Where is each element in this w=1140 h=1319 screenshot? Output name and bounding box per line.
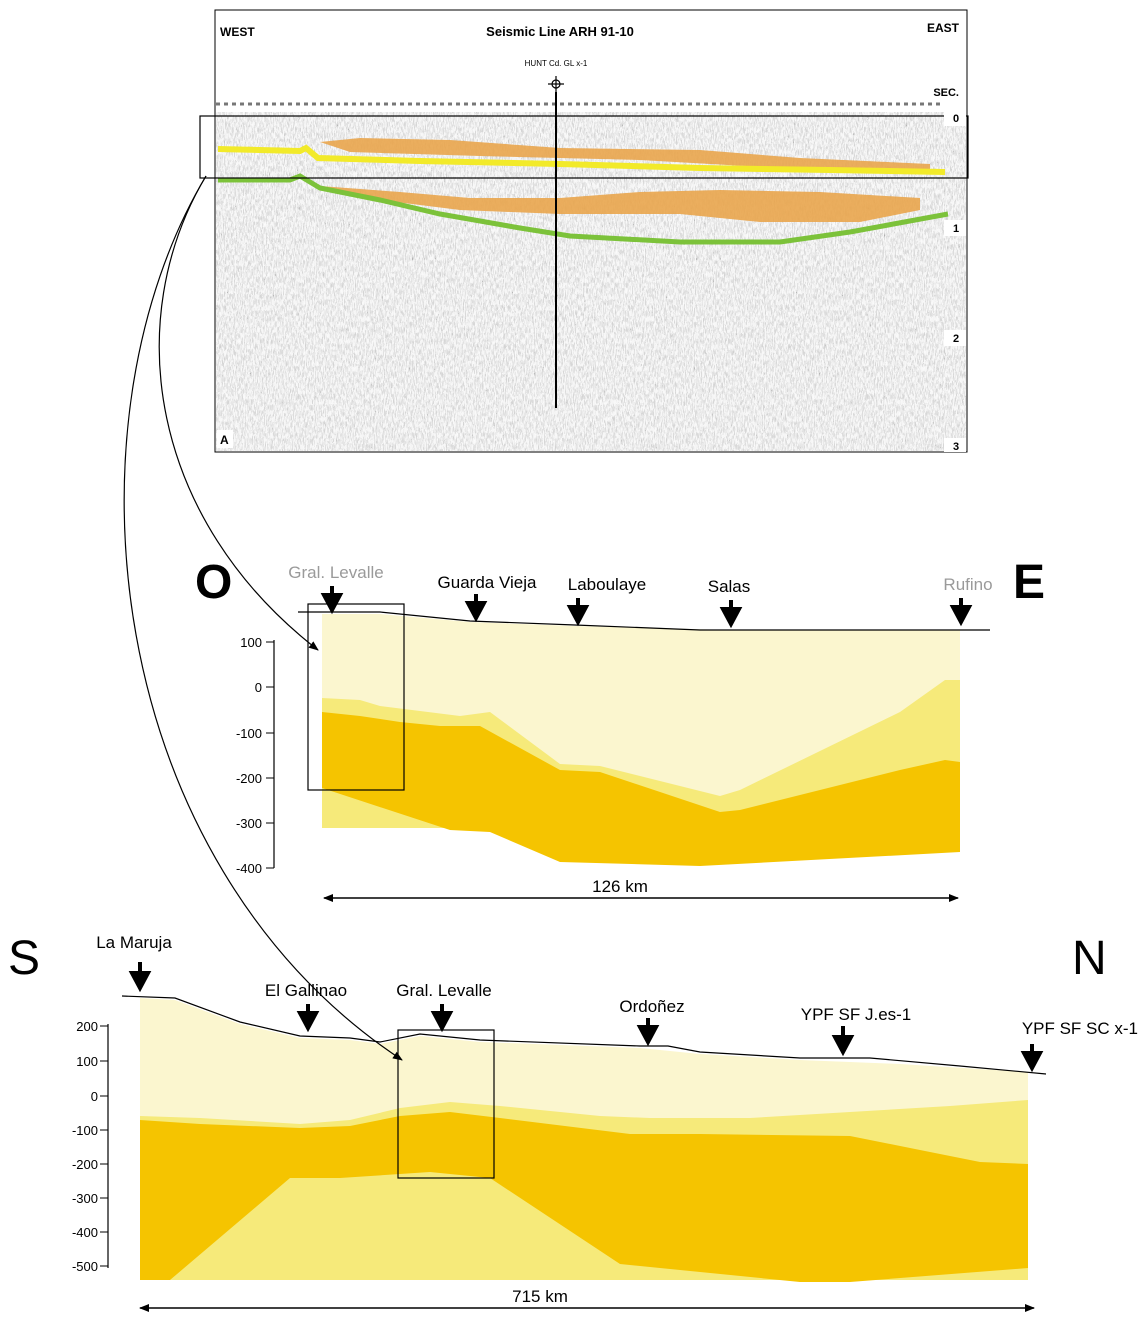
oe-place-guarda-vieja: Guarda Vieja (438, 573, 537, 592)
sn-place-la-maruja: La Maruja (96, 933, 172, 952)
oe-distance-label: 126 km (592, 877, 648, 896)
connector-seismic-to-oe (158, 175, 319, 651)
oe-place-markers: Gral. Levalle Guarda Vieja Laboulaye Sal… (288, 563, 993, 629)
orange-fill-bodies (320, 138, 930, 222)
oe-arrow-guarda-vieja-icon (464, 594, 488, 623)
seismic-zoom-box (199, 115, 969, 179)
sn-topography (121, 995, 1047, 1075)
time-tick-0-bg (944, 110, 966, 126)
oe-topography (298, 611, 990, 631)
oe-arrow-laboulaye-icon (566, 598, 590, 627)
time-tick-3-bg (944, 438, 966, 452)
sn-tick-m500: -500 (72, 1259, 98, 1274)
west-label: WEST (220, 25, 255, 39)
oe-place-rufino: Rufino (943, 575, 992, 594)
sn-tick-100: 100 (76, 1054, 98, 1069)
sn-right-letter: N (1072, 932, 1107, 985)
sn-tick-0: 0 (91, 1089, 98, 1104)
oe-tick-100: 100 (240, 635, 262, 650)
sn-place-gral-levalle: Gral. Levalle (396, 981, 491, 1000)
oe-arrow-salas-icon (719, 600, 743, 629)
oe-left-letter: O (195, 556, 232, 609)
well-label: HUNT Cd. GL x-1 (525, 59, 588, 68)
time-axis: 0 1 2 3 (944, 110, 966, 453)
oe-arrow-rufino-icon (949, 598, 973, 627)
panel-letter: A (220, 433, 229, 447)
well-symbol-icon (548, 76, 564, 92)
sn-arrow-ordonez-icon (636, 1018, 660, 1047)
sn-left-letter: S (8, 932, 40, 985)
oe-arrow-gral-levalle-icon (320, 586, 344, 615)
east-label: EAST (927, 21, 960, 35)
seismic-title: Seismic Line ARH 91-10 (486, 24, 634, 39)
oe-layer-bottom (322, 712, 960, 866)
time-tick-1-bg (944, 220, 966, 236)
panel-letter-box (217, 430, 233, 448)
sn-arrow-ypf-sf-sc-x-1-icon (1020, 1044, 1044, 1073)
oe-y-ticks: 100 0 -100 -200 -300 -400 (236, 635, 274, 876)
connector-seismic-to-sn (123, 175, 403, 1061)
sn-tick-m400: -400 (72, 1225, 98, 1240)
sn-place-el-gallinao: El Gallinao (265, 981, 347, 1000)
green-horizon (218, 173, 949, 245)
sn-y-ticks: 200 100 0 -100 -200 -300 -400 -500 (72, 1019, 108, 1274)
oe-zoom-box (307, 603, 405, 791)
section-sn: 200 100 0 -100 -200 -300 -400 -500 S N L… (8, 932, 1138, 1312)
sn-tick-200: 200 (76, 1019, 98, 1034)
sn-arrow-el-gallinao-icon (296, 1004, 320, 1033)
sn-tick-m100: -100 (72, 1123, 98, 1138)
time-tick-2: 2 (953, 333, 959, 345)
sn-place-ypf-sf-jes-1: YPF SF J.es-1 (801, 1005, 912, 1024)
sn-zoom-box (397, 1029, 495, 1179)
oe-tick-m100: -100 (236, 726, 262, 741)
oe-right-letter: E (1013, 556, 1045, 609)
sn-place-markers: La Maruja El Gallinao Gral. Levalle Ordo… (96, 933, 1138, 1073)
sec-label: SEC. (933, 87, 959, 99)
seismic-panel: WEST EAST Seismic Line ARH 91-10 HUNT Cd… (199, 9, 969, 453)
oe-tick-0: 0 (255, 680, 262, 695)
oe-place-gral-levalle: Gral. Levalle (288, 563, 383, 582)
oe-place-laboulaye: Laboulaye (568, 575, 646, 594)
oe-tick-m400: -400 (236, 861, 262, 876)
time-tick-0: 0 (953, 113, 959, 125)
section-oe: 100 0 -100 -200 -300 -400 O E Gral. Leva… (195, 556, 1045, 902)
sn-arrow-la-maruja-icon (128, 962, 152, 993)
oe-tick-m300: -300 (236, 816, 262, 831)
sn-arrow-ypf-sf-jes-1-icon (831, 1026, 855, 1057)
sn-distance-label: 715 km (512, 1287, 568, 1306)
sn-place-ypf-sf-sc-x-1: YPF SF SC x-1 (1022, 1019, 1138, 1038)
sn-place-ordonez: Ordoñez (619, 997, 684, 1016)
sn-arrow-gral-levalle-icon (430, 1004, 454, 1033)
sn-tick-m200: -200 (72, 1157, 98, 1172)
oe-tick-m200: -200 (236, 771, 262, 786)
time-tick-2-bg (944, 330, 966, 346)
time-tick-1: 1 (953, 223, 959, 235)
sn-tick-m300: -300 (72, 1191, 98, 1206)
sn-layer-bottom (140, 1112, 1028, 1282)
time-tick-3: 3 (953, 441, 959, 453)
oe-place-salas: Salas (708, 577, 751, 596)
yellow-horizon (217, 144, 946, 175)
connector-lines (123, 175, 403, 1061)
